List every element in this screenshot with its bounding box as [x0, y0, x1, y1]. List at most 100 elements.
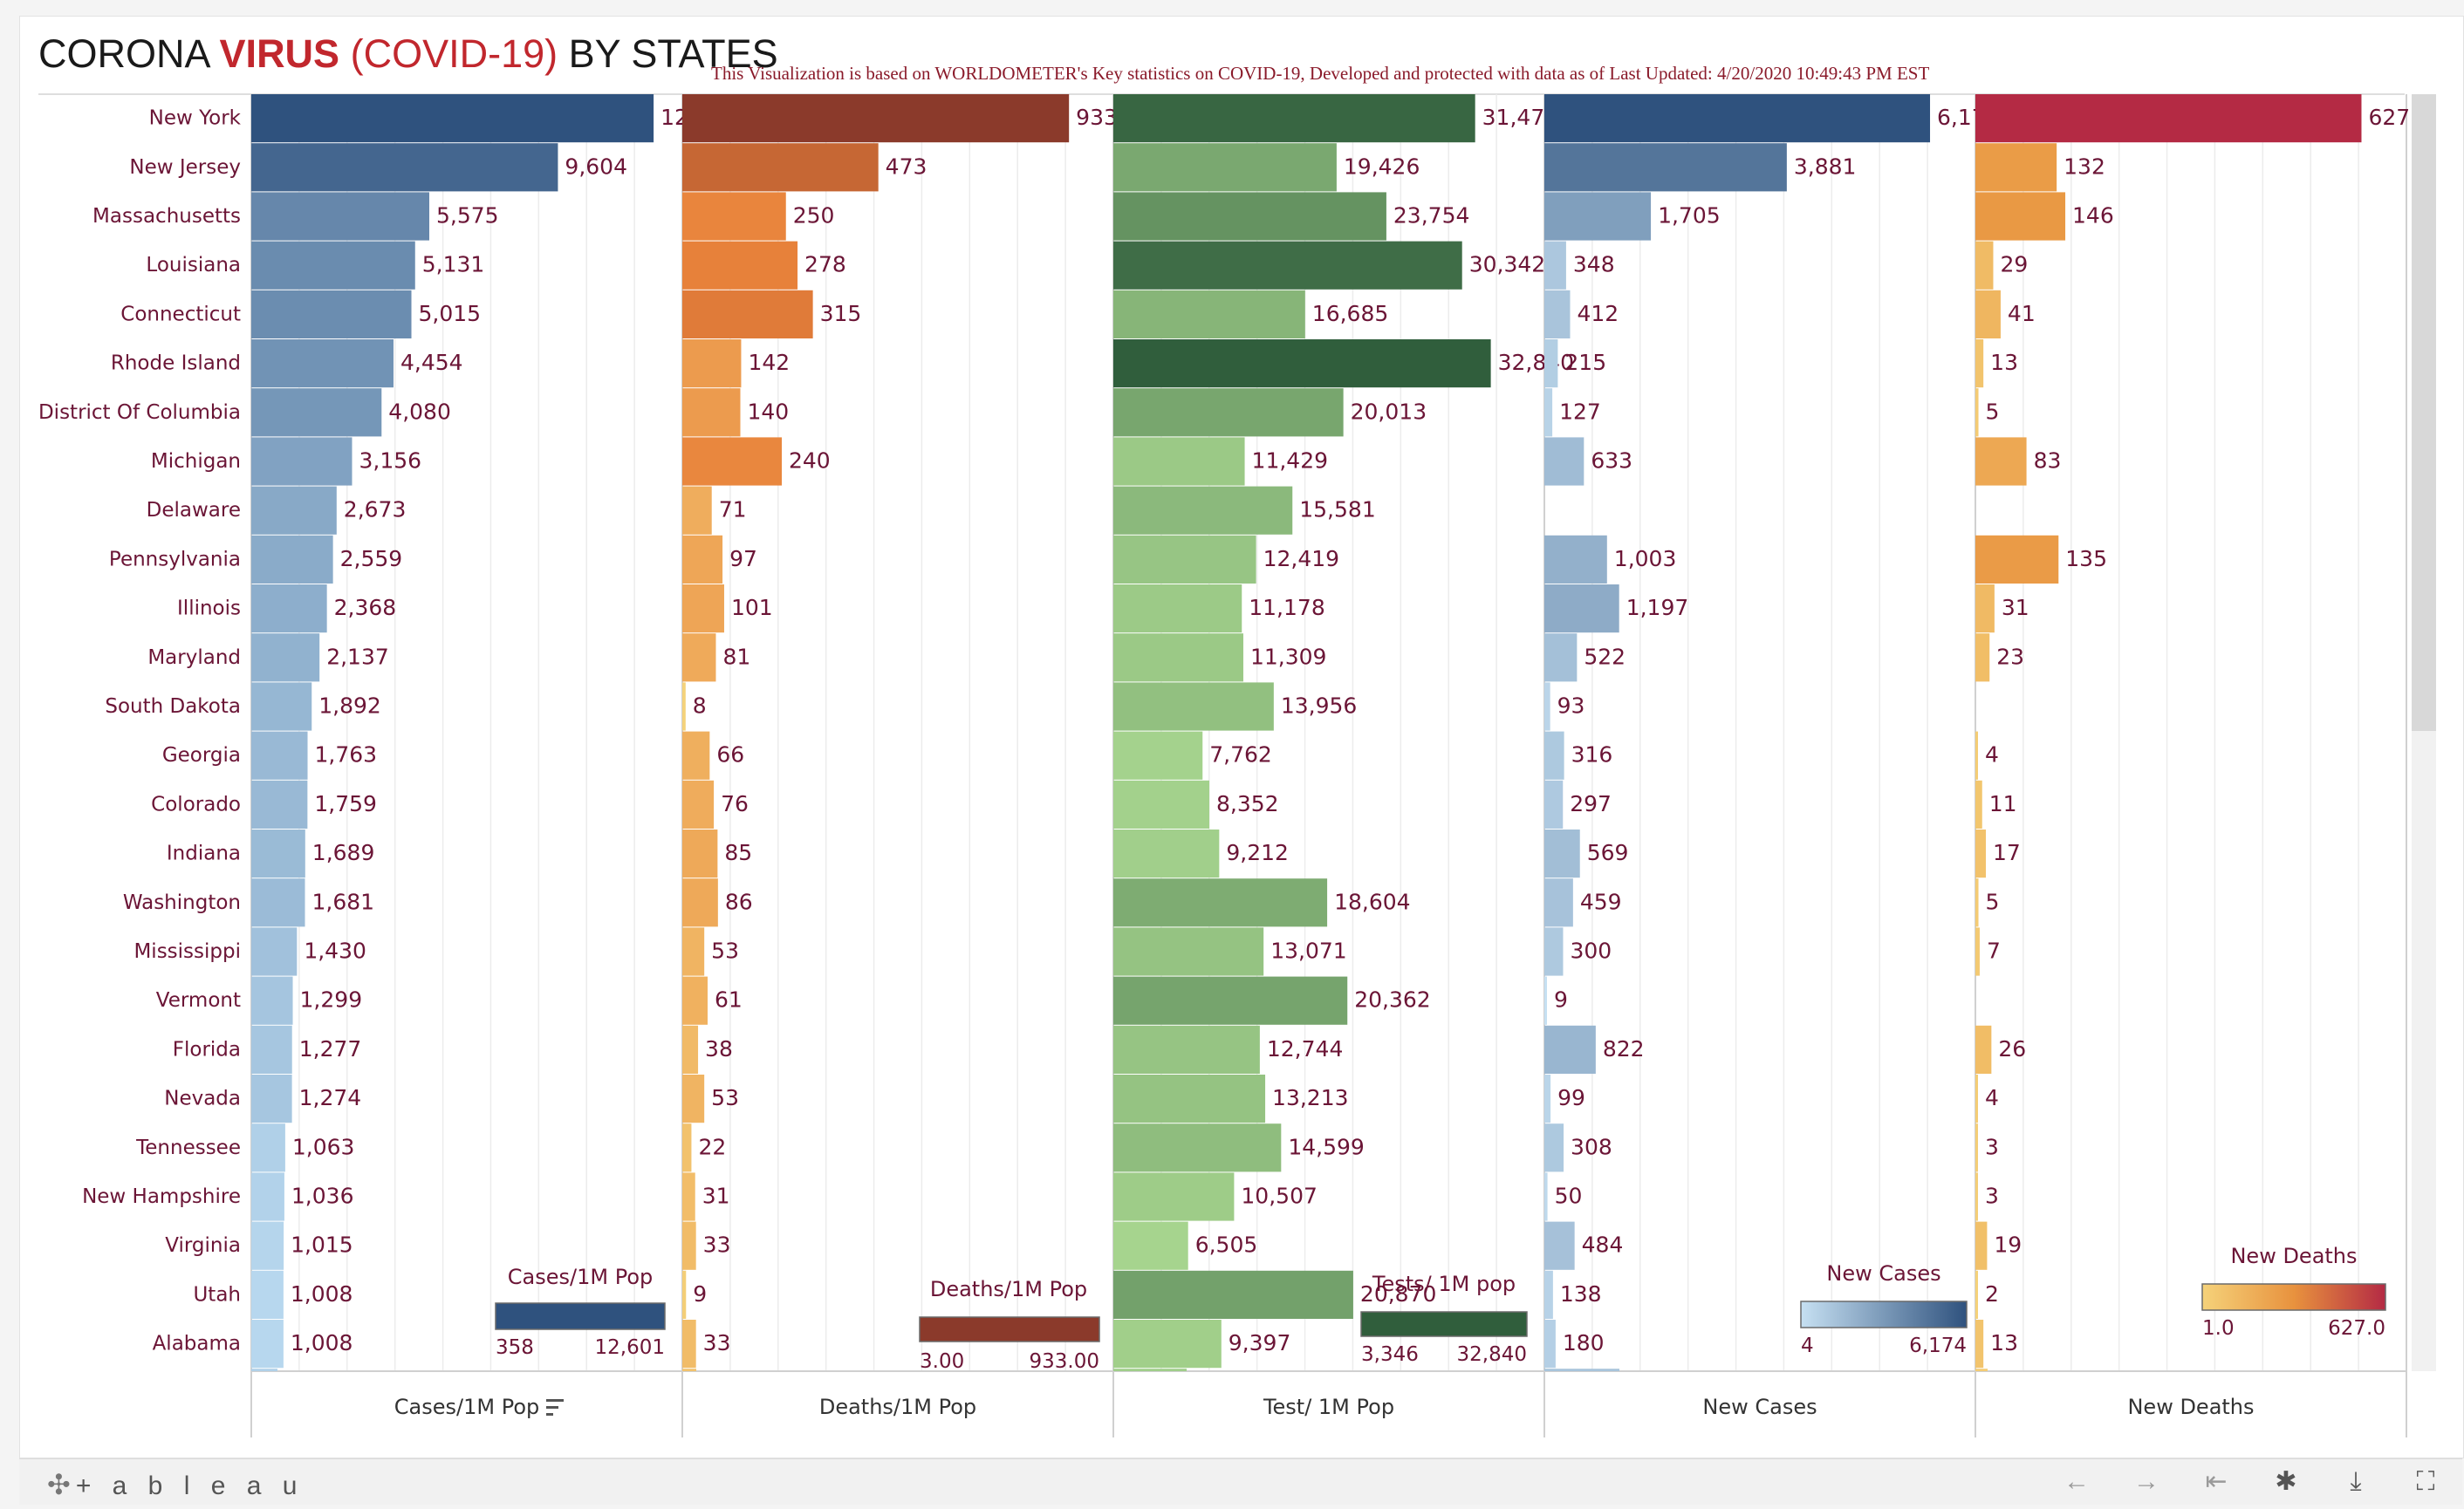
bar[interactable]: [1113, 192, 1386, 241]
bar[interactable]: [251, 1025, 292, 1074]
bar[interactable]: [251, 780, 308, 829]
bar[interactable]: [1113, 1123, 1282, 1172]
bar[interactable]: [251, 1123, 285, 1172]
bar[interactable]: [1113, 143, 1337, 192]
bar[interactable]: [251, 290, 412, 338]
bar[interactable]: [1544, 633, 1578, 682]
bar[interactable]: [1544, 1221, 1575, 1270]
bar[interactable]: [1975, 633, 1990, 682]
bar[interactable]: [251, 437, 352, 486]
share-button[interactable]: ✱: [2275, 1467, 2297, 1496]
bar[interactable]: [682, 1025, 699, 1074]
bar[interactable]: [1975, 1025, 1992, 1074]
bar[interactable]: [1113, 1221, 1188, 1270]
bar[interactable]: [251, 143, 558, 192]
bar[interactable]: [1113, 241, 1462, 290]
sort-icon[interactable]: [546, 1399, 564, 1416]
bar[interactable]: [1544, 927, 1564, 976]
bar[interactable]: [251, 1172, 284, 1221]
bar[interactable]: [1544, 388, 1553, 437]
bar[interactable]: [1113, 1075, 1266, 1123]
bar[interactable]: [1544, 290, 1571, 338]
bar[interactable]: [1544, 94, 1931, 143]
redo-button[interactable]: →: [2133, 1467, 2159, 1496]
bar[interactable]: [682, 976, 708, 1025]
bar[interactable]: [251, 584, 327, 633]
bar[interactable]: [1975, 830, 1986, 878]
bar[interactable]: [251, 388, 382, 437]
undo-button[interactable]: ←: [2064, 1467, 2090, 1496]
bar[interactable]: [682, 1221, 696, 1270]
bar[interactable]: [682, 830, 718, 878]
bar[interactable]: [682, 535, 723, 584]
bar[interactable]: [1544, 731, 1564, 780]
column-header[interactable]: Cases/1M Pop: [394, 1395, 539, 1419]
bar[interactable]: [682, 780, 715, 829]
bar[interactable]: [1544, 1320, 1556, 1369]
bar[interactable]: [251, 878, 305, 927]
bar[interactable]: [1975, 290, 2001, 338]
bar[interactable]: [1544, 682, 1550, 731]
bar[interactable]: [1544, 584, 1619, 633]
bar[interactable]: [1975, 731, 1978, 780]
bar[interactable]: [1975, 878, 1979, 927]
bar[interactable]: [682, 290, 813, 338]
bar[interactable]: [1113, 1025, 1260, 1074]
bar[interactable]: [682, 1270, 687, 1319]
bar[interactable]: [1975, 1320, 1984, 1369]
bar[interactable]: [1544, 1075, 1551, 1123]
bar[interactable]: [682, 388, 741, 437]
column-header[interactable]: New Deaths: [2127, 1395, 2254, 1419]
bar[interactable]: [1113, 682, 1274, 731]
bar[interactable]: [251, 1075, 292, 1123]
bar[interactable]: [1113, 976, 1348, 1025]
bar[interactable]: [1113, 535, 1256, 584]
bar[interactable]: [682, 1123, 692, 1172]
bar[interactable]: [1975, 584, 1995, 633]
bar[interactable]: [251, 339, 394, 388]
bar[interactable]: [251, 830, 305, 878]
bar[interactable]: [251, 1221, 284, 1270]
bar[interactable]: [251, 486, 337, 535]
bar[interactable]: [1113, 1172, 1235, 1221]
bar[interactable]: [1544, 192, 1652, 241]
bar[interactable]: [1113, 633, 1243, 682]
bar[interactable]: [1544, 339, 1558, 388]
bar[interactable]: [1113, 437, 1245, 486]
bar[interactable]: [251, 633, 320, 682]
bar[interactable]: [682, 1075, 705, 1123]
bar[interactable]: [682, 437, 782, 486]
fullscreen-button[interactable]: ⛶: [2416, 1467, 2435, 1496]
bar[interactable]: [682, 339, 742, 388]
bar[interactable]: [1975, 94, 2362, 143]
bar[interactable]: [251, 1270, 284, 1319]
bar[interactable]: [682, 94, 1070, 143]
bar[interactable]: [682, 486, 712, 535]
column-header[interactable]: Deaths/1M Pop: [819, 1395, 976, 1419]
bar[interactable]: [1544, 976, 1547, 1025]
bar[interactable]: [1544, 780, 1564, 829]
column-header[interactable]: Test/ 1M Pop: [1263, 1395, 1394, 1419]
bar[interactable]: [1544, 535, 1607, 584]
bar[interactable]: [251, 241, 415, 290]
bar[interactable]: [1544, 878, 1573, 927]
bar[interactable]: [1975, 388, 1979, 437]
bar[interactable]: [1544, 830, 1580, 878]
bar[interactable]: [1544, 437, 1584, 486]
bar[interactable]: [1113, 388, 1344, 437]
bar[interactable]: [1975, 143, 2057, 192]
bar[interactable]: [1544, 241, 1566, 290]
bar[interactable]: [1975, 1172, 1978, 1221]
bar[interactable]: [251, 731, 308, 780]
bar[interactable]: [1113, 94, 1475, 143]
bar[interactable]: [1544, 1172, 1548, 1221]
bar[interactable]: [1975, 1270, 1978, 1319]
bar[interactable]: [682, 143, 879, 192]
bar[interactable]: [1113, 339, 1491, 388]
bar[interactable]: [1113, 584, 1242, 633]
bar[interactable]: [1975, 192, 2066, 241]
bar[interactable]: [682, 192, 786, 241]
bar[interactable]: [1113, 927, 1264, 976]
bar[interactable]: [1113, 731, 1203, 780]
bar[interactable]: [1544, 1270, 1553, 1319]
